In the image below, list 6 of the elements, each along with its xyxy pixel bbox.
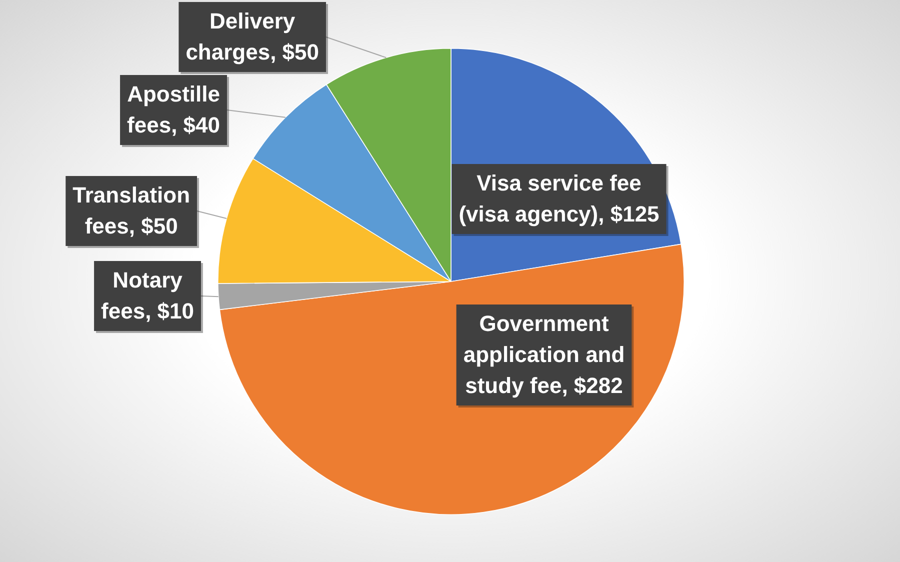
slice-label: Translation fees, $50 [72,182,190,239]
slice-label: Government application and study fee, $282 [463,311,625,398]
slice-label: Visa service fee (visa agency), $125 [458,170,660,227]
slice-label: Notary fees, $10 [101,268,194,324]
slice-label: Apostille fees, $40 [127,82,220,138]
slice-label: Delivery charges, $50 [186,8,319,65]
